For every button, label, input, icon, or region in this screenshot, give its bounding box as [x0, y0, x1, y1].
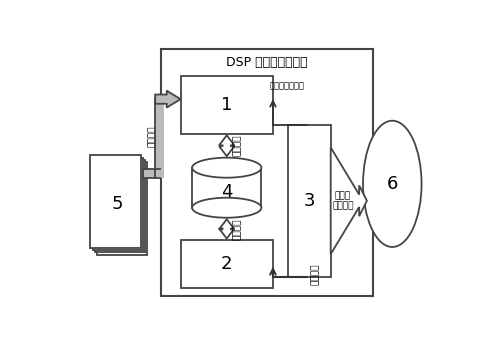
- Ellipse shape: [192, 158, 262, 178]
- Bar: [180, 240, 273, 288]
- Bar: [161, 49, 373, 296]
- Text: 多通道
脉冲输出: 多通道 脉冲输出: [332, 191, 354, 210]
- Bar: [192, 168, 262, 208]
- Text: 共享数据: 共享数据: [233, 218, 242, 240]
- Polygon shape: [219, 219, 234, 238]
- Text: 4: 4: [221, 183, 232, 200]
- Bar: [97, 162, 147, 255]
- Bar: [155, 99, 164, 178]
- Text: 1: 1: [221, 96, 232, 114]
- Text: 2: 2: [221, 255, 232, 273]
- Bar: [143, 169, 160, 178]
- Text: 3: 3: [304, 192, 315, 210]
- Text: 同步、比较信号: 同步、比较信号: [270, 81, 305, 90]
- Bar: [288, 125, 331, 277]
- Bar: [90, 155, 141, 248]
- Text: 5: 5: [112, 195, 123, 213]
- Bar: [93, 158, 143, 250]
- Polygon shape: [219, 135, 234, 156]
- Polygon shape: [331, 147, 367, 254]
- Text: 6: 6: [386, 175, 398, 193]
- Polygon shape: [155, 91, 180, 108]
- Text: 共享数据: 共享数据: [233, 135, 242, 157]
- Text: 命令程序: 命令程序: [147, 126, 156, 147]
- Bar: [180, 76, 273, 134]
- Text: DSP 数字信号处理器: DSP 数字信号处理器: [227, 57, 308, 69]
- Ellipse shape: [363, 121, 421, 247]
- Bar: [192, 168, 262, 208]
- Bar: [95, 160, 145, 253]
- Text: 中断请求: 中断请求: [311, 264, 320, 285]
- Ellipse shape: [192, 198, 262, 218]
